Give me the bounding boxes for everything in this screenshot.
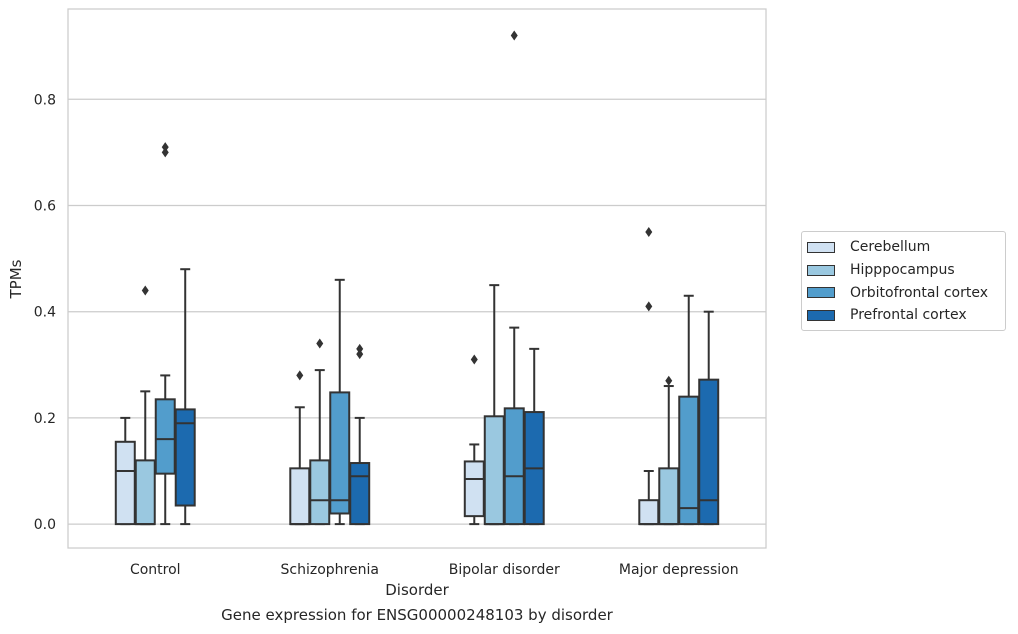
- y-tick-label: 0.2: [34, 411, 56, 427]
- box-orbitofrontal-cortex-0: [154, 142, 176, 526]
- legend-label: Hipppocampus: [850, 262, 955, 279]
- y-tick-label: 0.0: [34, 517, 56, 533]
- outlier-point: [470, 354, 478, 365]
- x-axis-label: Disorder: [385, 581, 449, 599]
- legend-item: Prefrontal cortex: [802, 304, 1005, 327]
- box-prefrontal-cortex-3: [698, 310, 720, 526]
- legend-swatch: [807, 309, 835, 321]
- legend-swatch: [807, 241, 835, 253]
- box-prefrontal-cortex-0: [174, 268, 196, 526]
- outlier-point: [645, 227, 653, 238]
- outlier-point: [296, 370, 304, 381]
- box: [483, 415, 505, 526]
- box: [174, 408, 196, 507]
- box-hipppocampus-3: [658, 375, 680, 526]
- x-axis-ticks: Control Schizophrenia Bipolar disorder Majo…: [130, 562, 739, 578]
- box: [349, 462, 371, 526]
- box-cerebellum-1: [289, 370, 311, 526]
- box-prefrontal-cortex-2: [523, 347, 545, 526]
- legend-item: Hipppocampus: [802, 259, 1005, 282]
- outlier-point: [161, 142, 169, 153]
- y-axis-ticks: 0.0 0.2 0.4 0.6 0.8: [34, 92, 56, 533]
- box: [114, 440, 136, 526]
- box: [698, 378, 720, 526]
- box-hipppocampus-1: [309, 338, 331, 526]
- y-tick-label: 0.8: [34, 92, 56, 108]
- y-axis-label: TPMs: [7, 259, 25, 299]
- legend-item: Cerebellum: [802, 236, 1005, 259]
- box-plots: [114, 30, 720, 526]
- outlier-point: [161, 147, 169, 158]
- outlier-point: [316, 338, 324, 349]
- box: [463, 460, 485, 518]
- x-tick-label: Schizophrenia: [281, 562, 379, 578]
- legend-label: Prefrontal cortex: [850, 307, 967, 324]
- box: [134, 459, 156, 526]
- box: [678, 395, 700, 526]
- box-hipppocampus-0: [134, 285, 156, 526]
- outlier-point: [645, 301, 653, 312]
- box-orbitofrontal-cortex-2: [503, 30, 525, 526]
- box: [289, 467, 311, 526]
- box-orbitofrontal-cortex-1: [329, 278, 351, 526]
- legend-item: Orbitofrontal cortex: [802, 281, 1005, 304]
- box: [503, 407, 525, 526]
- box: [309, 459, 331, 526]
- box-prefrontal-cortex-1: [349, 343, 371, 526]
- legend-label: Cerebellum: [850, 239, 931, 256]
- box-cerebellum-2: [463, 354, 485, 526]
- chart-caption: Gene expression for ENSG00000248103 by d…: [221, 606, 613, 624]
- legend-swatch: [807, 264, 835, 276]
- box: [329, 391, 351, 515]
- box: [658, 467, 680, 526]
- x-tick-label: Bipolar disorder: [449, 562, 560, 578]
- legend-label: Orbitofrontal cortex: [850, 284, 988, 301]
- box-hipppocampus-2: [483, 284, 505, 526]
- y-tick-label: 0.6: [34, 198, 56, 214]
- outlier-point: [510, 30, 518, 41]
- outlier-point: [356, 343, 364, 354]
- outlier-point: [665, 375, 673, 386]
- box-cerebellum-3: [638, 227, 660, 526]
- x-tick-label: Major depression: [619, 562, 739, 578]
- outlier-point: [356, 349, 364, 360]
- x-tick-label: Control: [130, 562, 181, 578]
- outlier-point: [141, 285, 149, 296]
- plot-area-border: [67, 8, 767, 549]
- box: [638, 499, 660, 526]
- y-tick-label: 0.4: [34, 305, 56, 321]
- legend-swatch: [807, 287, 835, 299]
- box-cerebellum-0: [114, 416, 136, 526]
- legend: Cerebellum Hipppocampus Orbitofrontal cort…: [801, 231, 1006, 331]
- box-orbitofrontal-cortex-3: [678, 294, 700, 526]
- box: [154, 398, 176, 475]
